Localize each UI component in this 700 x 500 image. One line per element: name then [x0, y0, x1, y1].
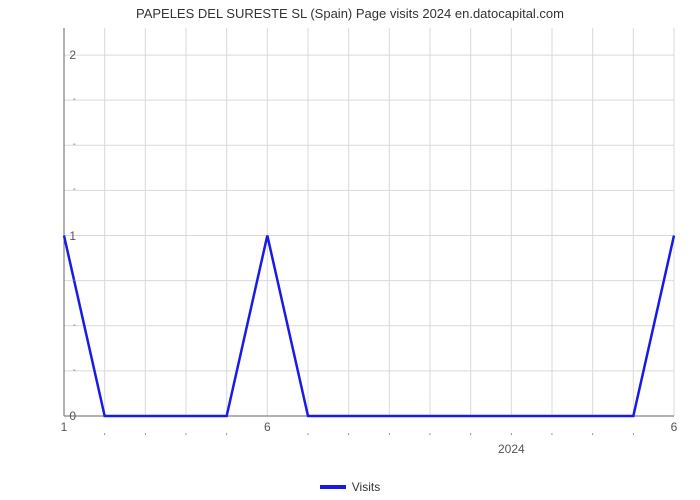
x-minor-tick: '	[388, 436, 390, 440]
x-minor-tick: '	[429, 436, 431, 440]
x-tick-label: 6	[264, 420, 271, 434]
plot-svg	[64, 28, 674, 416]
x-minor-tick: '	[510, 436, 512, 440]
y-minor-tick: -	[73, 369, 76, 373]
x-minor-tick: '	[104, 436, 106, 440]
y-minor-tick: -	[73, 279, 76, 283]
legend-label: Visits	[352, 480, 380, 494]
x-minor-tick: '	[185, 436, 187, 440]
x-minor-tick: '	[551, 436, 553, 440]
x-minor-tick: '	[348, 436, 350, 440]
y-minor-tick: -	[73, 324, 76, 328]
x-minor-tick: '	[632, 436, 634, 440]
x-minor-tick: '	[144, 436, 146, 440]
x-minor-tick: '	[307, 436, 309, 440]
visits-chart: PAPELES DEL SURESTE SL (Spain) Page visi…	[0, 0, 700, 500]
x-minor-tick: '	[226, 436, 228, 440]
y-tick-label: 0	[69, 409, 76, 423]
x-tick-label: 6	[671, 420, 678, 434]
y-minor-tick: -	[73, 98, 76, 102]
y-minor-tick: -	[73, 188, 76, 192]
x-minor-tick: '	[470, 436, 472, 440]
x-sub-label: 2024	[498, 442, 525, 456]
legend: Visits	[0, 480, 700, 494]
y-minor-tick: -	[73, 143, 76, 147]
chart-title: PAPELES DEL SURESTE SL (Spain) Page visi…	[0, 6, 700, 21]
y-tick-label: 2	[69, 48, 76, 62]
x-minor-tick: '	[592, 436, 594, 440]
legend-swatch	[320, 485, 346, 489]
y-tick-label: 1	[69, 229, 76, 243]
x-tick-label: 1	[61, 420, 68, 434]
plot-area	[64, 28, 674, 416]
